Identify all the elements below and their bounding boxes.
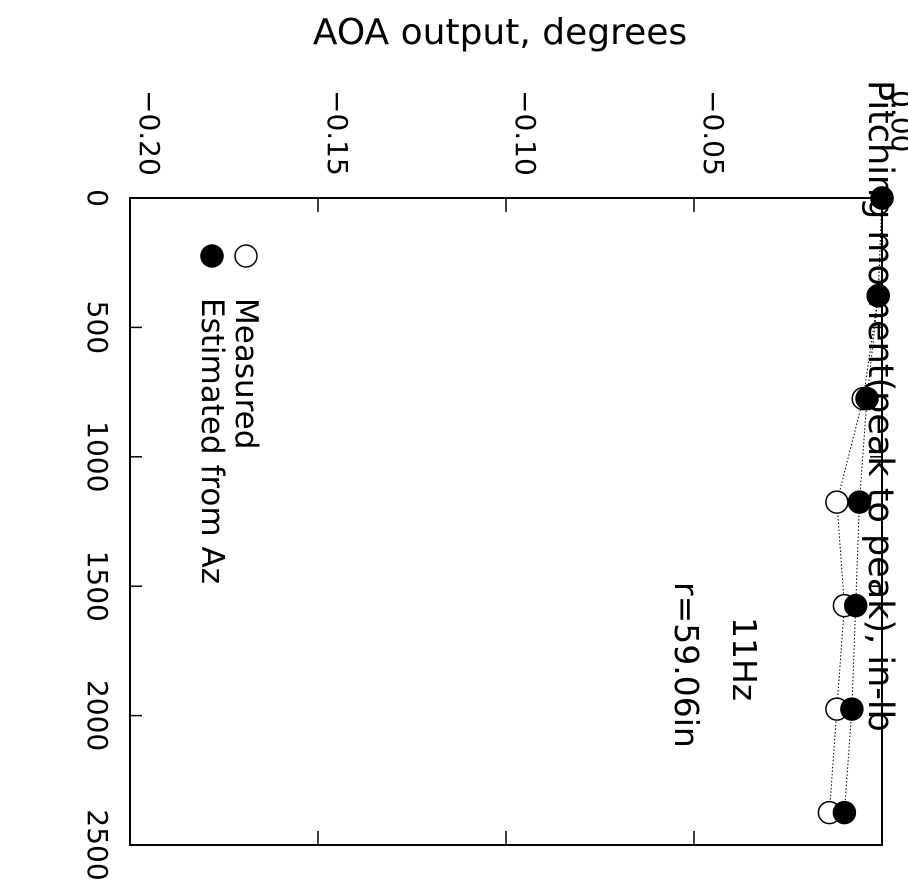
estimated-point <box>855 386 879 411</box>
moment-tick-label: 0 <box>81 189 114 207</box>
moment-tick-label: 500 <box>81 301 114 354</box>
value-tick-label: −0.15 <box>321 90 354 176</box>
estimated-point <box>840 697 864 721</box>
legend-label-measured: Measured <box>228 298 264 449</box>
legend-marker-estimated <box>200 244 224 268</box>
moment-tick-label: 2000 <box>81 680 114 751</box>
legend-label-estimated: Estimated from Az <box>194 298 230 584</box>
estimated-point <box>870 186 894 210</box>
legend-marker-measured <box>234 244 258 268</box>
legend: Measured Estimated from Az <box>194 244 264 584</box>
moment-tick-label: 2500 <box>81 809 114 880</box>
series-points <box>817 186 894 825</box>
moment-tick-label: 1000 <box>81 421 114 492</box>
estimated-point <box>866 284 890 308</box>
estimated-point <box>847 490 872 514</box>
value-tick-label: −0.05 <box>697 90 730 176</box>
measured-point <box>825 490 849 514</box>
annotation-frequency: 11Hz <box>725 617 764 701</box>
value-tick-label: −0.20 <box>133 90 166 176</box>
chart-title: AOA output, degrees <box>313 12 687 53</box>
axis-tick-labels: −0.20 −0.15 −0.10 −0.05 0.00 0 500 1000 1500 2000… <box>81 90 908 881</box>
estimated-point <box>832 800 857 825</box>
annotation-radius: r=59.06in <box>667 582 706 748</box>
value-tick-label: 0.00 <box>885 90 908 152</box>
moment-tick-label: 1500 <box>81 551 114 622</box>
axis-ticks <box>129 197 883 846</box>
estimated-point <box>843 593 868 618</box>
value-tick-label: −0.10 <box>509 90 542 176</box>
